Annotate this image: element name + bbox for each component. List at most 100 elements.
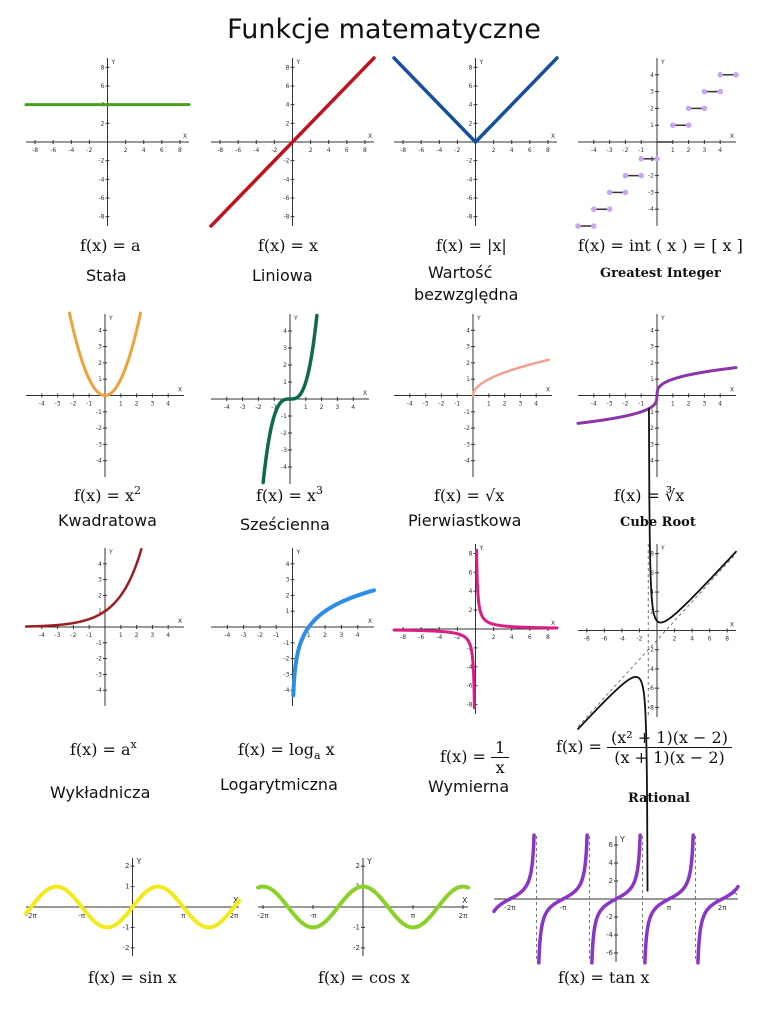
x-tick-label: -8: [400, 634, 406, 641]
y-tick-label: -1: [96, 409, 102, 416]
absolute-curve: [392, 56, 559, 145]
x-tick-label: -π: [560, 904, 568, 912]
x-tick-label: -4: [619, 636, 625, 643]
y-tick-label: 4: [98, 561, 102, 568]
y-tick-label: -3: [96, 671, 102, 678]
tangent-branch: [492, 833, 536, 914]
cubic-curve: [261, 313, 319, 485]
x-axis-label: X: [730, 622, 734, 629]
y-axis-label: Y: [108, 315, 113, 322]
x-tick-label: 1: [307, 632, 311, 639]
x-tick-label: -2: [622, 147, 628, 154]
x-tick-label: -2π: [504, 904, 516, 912]
logarithmic-label: Logarytmiczna: [220, 775, 338, 794]
y-tick-label: -3: [284, 671, 290, 678]
greatest-integer-formula: f(x) = int ( x ) = [ x ]: [578, 236, 743, 255]
x-tick-label: -8: [217, 147, 223, 154]
step-open-dot: [733, 72, 739, 78]
x-axis-label: X: [178, 387, 182, 394]
y-tick-label: -4: [464, 458, 470, 465]
x-tick-label: -2π: [25, 912, 37, 920]
step-closed-dot: [685, 105, 692, 112]
y-tick-label: -4: [467, 664, 473, 671]
linear-curve: [209, 56, 376, 228]
reciprocal-label: Wymierna: [428, 777, 510, 796]
y-tick-label: 3: [283, 345, 287, 352]
y-axis-label: Y: [479, 545, 484, 552]
x-tick-label: 6: [345, 147, 349, 154]
step-closed-dot: [717, 72, 723, 78]
x-tick-label: 2: [492, 147, 496, 154]
x-tick-label: -3: [423, 401, 429, 408]
absolute-formula: f(x) = |x|: [436, 236, 507, 255]
x-tick-label: -4: [253, 147, 259, 154]
x-tick-label: 3: [150, 632, 154, 639]
x-tick-label: -3: [240, 404, 246, 411]
y-tick-label: 1: [283, 379, 287, 386]
x-tick-label: 2: [124, 147, 128, 154]
step-open-dot: [654, 156, 660, 162]
x-tick-label: 4: [510, 147, 514, 154]
y-tick-label: 4: [98, 327, 102, 334]
y-tick-label: -6: [467, 195, 473, 202]
step-closed-dot: [606, 189, 613, 196]
exponential-formula: f(x) = ax: [70, 738, 137, 759]
y-axis-label: Y: [619, 835, 625, 844]
step-closed-dot: [701, 88, 708, 95]
y-tick-label: 2: [469, 607, 473, 614]
y-tick-label: -2: [284, 656, 290, 663]
y-tick-label: -3: [464, 441, 470, 448]
y-tick-label: -8: [467, 702, 473, 709]
y-tick-label: -4: [96, 458, 102, 465]
y-tick-label: -6: [284, 195, 290, 202]
rational-curve-right: [648, 407, 737, 624]
rational-curve-left: [577, 676, 649, 892]
y-tick-label: -2: [353, 944, 360, 952]
x-tick-label: 4: [142, 147, 146, 154]
x-tick-label: 1: [119, 632, 123, 639]
y-tick-label: -1: [123, 923, 130, 931]
x-tick-label: -4: [39, 401, 45, 408]
step-closed-dot: [591, 206, 597, 212]
constant-label: Stała: [86, 266, 127, 285]
x-tick-label: 4: [510, 634, 514, 641]
y-tick-label: -4: [467, 176, 473, 183]
y-tick-label: -2: [648, 173, 654, 180]
tangent-formula: f(x) = tan x: [558, 968, 650, 987]
cubic-formula: f(x) = x3: [256, 484, 324, 505]
y-tick-label: -2: [281, 430, 287, 437]
y-tick-label: 6: [609, 841, 614, 849]
y-tick-label: -1: [284, 640, 290, 647]
y-tick-label: 1: [650, 376, 654, 383]
step-closed-dot: [670, 122, 676, 128]
step-open-dot: [622, 189, 629, 196]
y-tick-label: 2: [125, 862, 129, 870]
y-tick-label: 1: [650, 122, 654, 129]
y-axis-label: Y: [296, 59, 301, 66]
x-tick-label: -4: [39, 632, 45, 639]
y-axis-label: Y: [111, 59, 116, 66]
x-tick-label: 2: [673, 636, 677, 643]
y-tick-label: -4: [606, 931, 614, 939]
x-tick-label: 3: [702, 401, 706, 408]
y-axis-label: Y: [136, 857, 142, 866]
y-axis-label: Y: [108, 549, 113, 556]
x-axis-label: X: [233, 896, 239, 905]
cubic-label: Sześcienna: [240, 515, 330, 534]
x-tick-label: 8: [546, 634, 550, 641]
quadratic-curve: [67, 311, 143, 398]
sine-function-graph: -2π -π π 2π 2 1 -1 -2 Y X: [24, 857, 241, 956]
x-axis-label: X: [368, 133, 372, 140]
x-tick-label: 4: [356, 632, 360, 639]
x-tick-label: 2: [135, 632, 139, 639]
y-tick-label: -2: [284, 158, 290, 165]
y-tick-label: 4: [283, 328, 287, 335]
y-tick-label: 6: [101, 83, 105, 90]
y-tick-label: -2: [606, 913, 613, 921]
